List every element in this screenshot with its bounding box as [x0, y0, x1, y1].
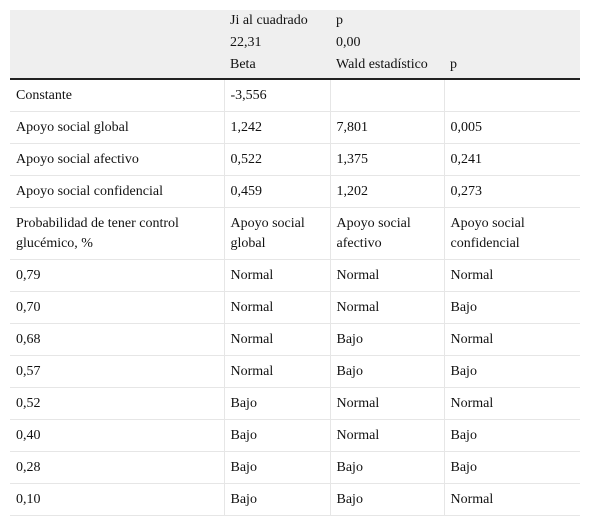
header-cell [444, 10, 580, 32]
table-cell: 0,273 [444, 175, 580, 208]
table-cell: 0,241 [444, 143, 580, 176]
header-row: Ji al cuadrado p [10, 10, 580, 32]
table-cell: 0,005 [444, 111, 580, 144]
table-header: Ji al cuadrado p 22,31 0,00 Beta Wald es… [10, 10, 580, 80]
table-cell: Bajo [224, 451, 331, 484]
table-cell: Normal [330, 291, 445, 324]
table-cell: Normal [224, 355, 331, 388]
table-cell: Normal [444, 259, 580, 292]
table-cell: Normal [444, 387, 580, 420]
table-cell: Apoyo social confidencial [444, 207, 580, 260]
table-cell: Bajo [444, 451, 580, 484]
table-cell: Normal [330, 419, 445, 452]
table-cell: Bajo [444, 291, 580, 324]
row-label-cell: Apoyo social afectivo [10, 143, 225, 176]
table-cell: -3,556 [224, 79, 331, 112]
row-label-cell: 0,28 [10, 451, 225, 484]
table-cell [444, 79, 580, 112]
table-row: 0,10 Bajo Bajo Normal [10, 483, 580, 516]
table-row: 0,40 Bajo Normal Bajo [10, 419, 580, 452]
table-row: Apoyo social afectivo 0,522 1,375 0,241 [10, 143, 580, 176]
table-cell: Bajo [330, 355, 445, 388]
table-cell: 0,459 [224, 175, 331, 208]
table-row: Probabilidad de tener control glucémico,… [10, 207, 580, 260]
table-cell: Normal [330, 387, 445, 420]
header-cell [444, 32, 580, 54]
table-row: Apoyo social global 1,242 7,801 0,005 [10, 111, 580, 144]
table-cell: Normal [330, 259, 445, 292]
table-cell: Normal [444, 483, 580, 516]
row-label-cell: 0,68 [10, 323, 225, 356]
table-cell: Apoyo social global [224, 207, 331, 260]
table-row: 0,57 Normal Bajo Bajo [10, 355, 580, 388]
table-cell: Bajo [330, 483, 445, 516]
header-cell: Ji al cuadrado [224, 10, 330, 32]
table-cell: 0,522 [224, 143, 331, 176]
header-cell: Beta [224, 54, 330, 80]
table-cell: 7,801 [330, 111, 445, 144]
table-row: Constante -3,556 [10, 79, 580, 112]
row-label-cell: 0,10 [10, 483, 225, 516]
table-cell: Bajo [224, 483, 331, 516]
row-label-cell: 0,79 [10, 259, 225, 292]
table-cell: Bajo [330, 323, 445, 356]
table-row: 0,28 Bajo Bajo Bajo [10, 451, 580, 484]
table-cell: Bajo [330, 451, 445, 484]
table-cell: Bajo [224, 387, 331, 420]
table-cell [330, 79, 445, 112]
row-label-cell: Constante [10, 79, 225, 112]
header-cell: p [444, 54, 580, 80]
table-cell: Normal [444, 323, 580, 356]
header-cell [10, 32, 224, 54]
table-cell: Bajo [224, 419, 331, 452]
table-cell: Normal [224, 323, 331, 356]
table-cell: 1,242 [224, 111, 331, 144]
row-label-cell: Probabilidad de tener control glucémico,… [10, 207, 225, 260]
table-cell: Apoyo social afectivo [330, 207, 445, 260]
table-cell: 1,375 [330, 143, 445, 176]
table-cell: Bajo [444, 355, 580, 388]
results-table: Ji al cuadrado p 22,31 0,00 Beta Wald es… [10, 10, 580, 516]
table-row: 0,52 Bajo Normal Normal [10, 387, 580, 420]
table-cell: Bajo [444, 419, 580, 452]
table-row: 0,70 Normal Normal Bajo [10, 291, 580, 324]
header-row: 22,31 0,00 [10, 32, 580, 54]
table-cell: Normal [224, 291, 331, 324]
header-row: Beta Wald estadístico p [10, 54, 580, 80]
row-label-cell: Apoyo social global [10, 111, 225, 144]
header-cell [10, 10, 224, 32]
row-label-cell: 0,57 [10, 355, 225, 388]
table-row: Apoyo social confidencial 0,459 1,202 0,273 [10, 175, 580, 208]
header-cell: 22,31 [224, 32, 330, 54]
header-cell: Wald estadístico [330, 54, 444, 80]
row-label-cell: Apoyo social confidencial [10, 175, 225, 208]
header-cell: 0,00 [330, 32, 444, 54]
table-row: 0,79 Normal Normal Normal [10, 259, 580, 292]
table-cell: 1,202 [330, 175, 445, 208]
row-label-cell: 0,52 [10, 387, 225, 420]
header-cell: p [330, 10, 444, 32]
table-cell: Normal [224, 259, 331, 292]
row-label-cell: 0,70 [10, 291, 225, 324]
table-body: Constante -3,556 Apoyo social global 1,242 7… [10, 79, 580, 516]
header-cell [10, 54, 224, 80]
table-row: 0,68 Normal Bajo Normal [10, 323, 580, 356]
row-label-cell: 0,40 [10, 419, 225, 452]
